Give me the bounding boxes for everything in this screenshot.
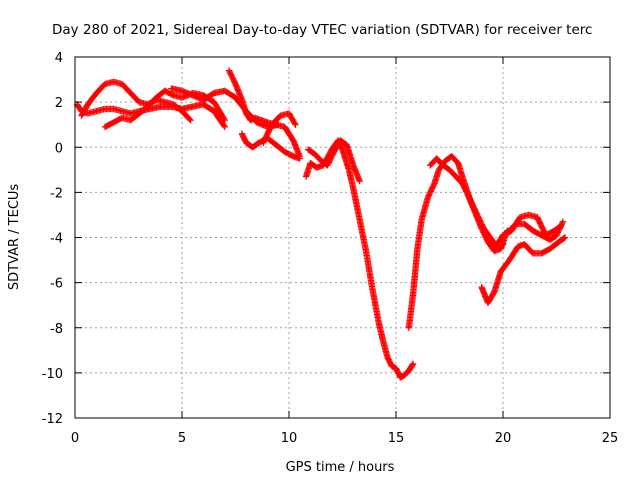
data-point xyxy=(296,155,303,162)
data-point xyxy=(220,115,228,123)
y-tick-label: -4 xyxy=(50,232,63,247)
data-point xyxy=(221,123,228,131)
x-tick-label: 0 xyxy=(71,431,79,446)
data-point xyxy=(220,122,228,129)
series-arc-5 xyxy=(225,67,303,160)
y-tick-label: 2 xyxy=(55,96,63,111)
data-point xyxy=(561,234,569,241)
x-tick-label: 25 xyxy=(602,431,619,446)
data-point xyxy=(221,116,228,124)
x-tick-label: 20 xyxy=(495,431,512,446)
grid-lines xyxy=(75,57,610,418)
y-tick-label: -2 xyxy=(50,186,63,201)
data-point xyxy=(291,120,298,127)
y-tick-label: 4 xyxy=(55,51,63,66)
x-axis-label: GPS time / hours xyxy=(286,460,395,475)
data-point xyxy=(559,218,567,225)
data-points xyxy=(73,67,569,381)
series-arc-14 xyxy=(499,218,567,243)
data-point xyxy=(560,235,568,242)
x-tick-label: 5 xyxy=(178,431,186,446)
x-tick-label: 10 xyxy=(281,431,298,446)
data-point xyxy=(559,219,566,227)
chart-title: Day 280 of 2021, Sidereal Day-to-day VTE… xyxy=(52,22,592,38)
series-arc-8 xyxy=(302,137,417,381)
y-tick-label: -10 xyxy=(42,367,63,382)
data-point xyxy=(292,121,299,128)
series-arc-12 xyxy=(478,234,569,307)
x-tick-label: 15 xyxy=(388,431,405,446)
series-arc-7 xyxy=(260,110,299,146)
series-arc-6 xyxy=(238,130,303,162)
data-point xyxy=(187,116,194,124)
y-tick-label: 0 xyxy=(55,141,63,156)
data-point xyxy=(356,177,363,185)
y-axis-label: SDTVAR / TECUs xyxy=(7,184,22,291)
series-arc-9 xyxy=(305,137,363,185)
data-point xyxy=(409,361,416,369)
y-tick-label: -6 xyxy=(50,277,63,292)
y-tick-label: -8 xyxy=(50,322,63,337)
series-arc-11 xyxy=(427,155,511,255)
y-tick-label: -12 xyxy=(42,412,63,427)
data-point xyxy=(186,115,193,123)
data-point xyxy=(409,360,417,368)
